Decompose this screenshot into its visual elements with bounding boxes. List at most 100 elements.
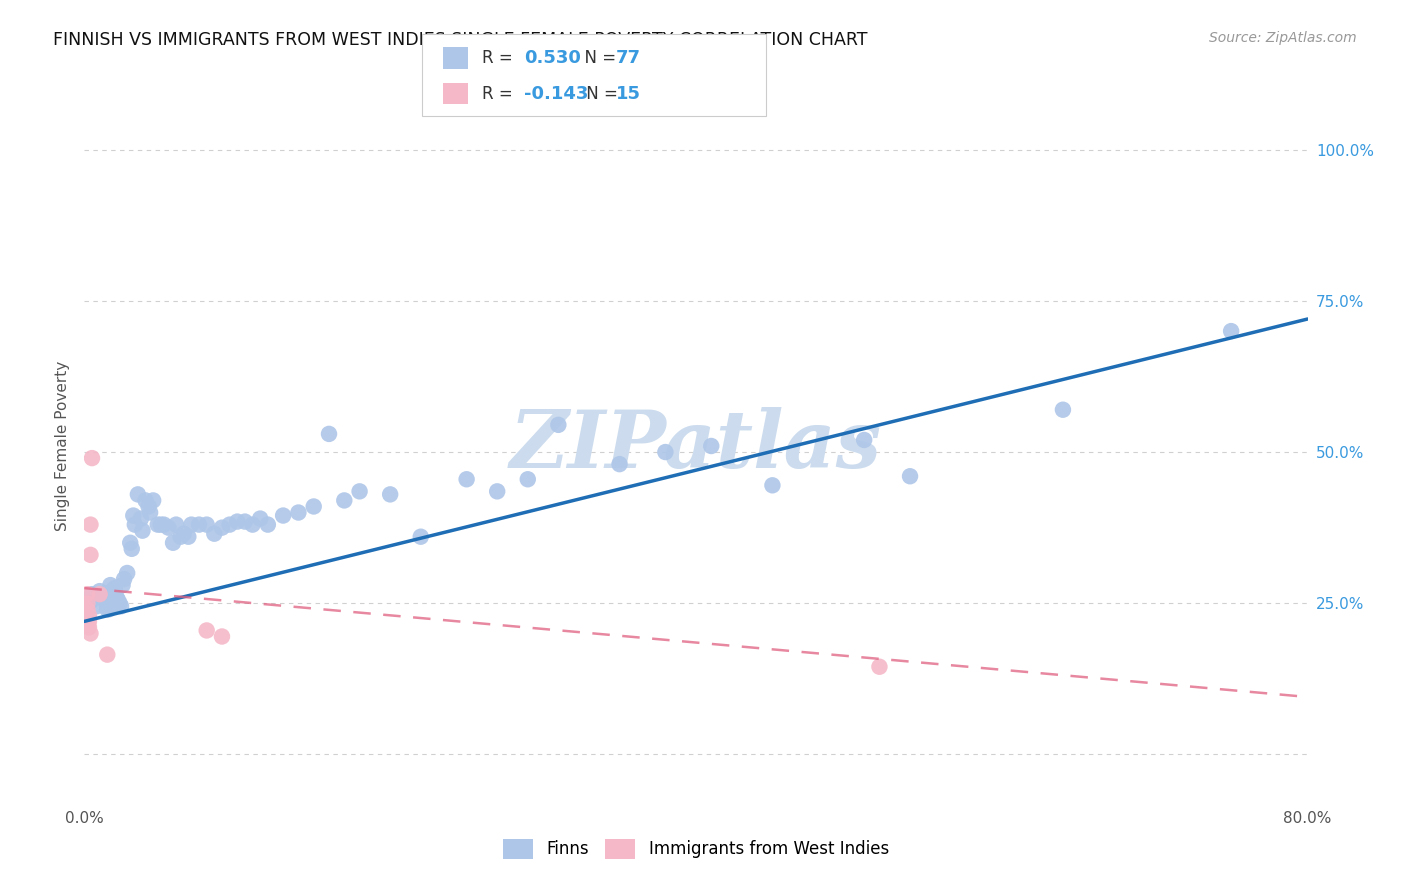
Point [139,506,162,520]
Point [129,511,152,525]
Point [170,530,193,544]
Point [79,548,101,562]
Point [869,659,891,673]
Point [79,517,101,532]
Point [195,624,218,638]
Point [89,590,111,604]
Point [89,584,111,599]
Point [96,602,118,616]
Point [242,517,264,532]
Text: ZIPatlas: ZIPatlas [510,408,882,484]
Point [107,593,129,607]
Point [135,493,157,508]
Point [609,457,631,471]
Point [349,484,371,499]
Point [105,590,128,604]
Point [97,602,120,616]
Point [318,426,340,441]
Point [104,581,127,595]
Point [700,439,723,453]
Point [101,584,124,599]
Point [138,500,160,514]
Text: R =: R = [482,49,519,67]
Point [77,615,100,629]
Point [91,587,114,601]
Point [104,587,127,601]
Text: R =: R = [482,85,519,103]
Point [122,508,145,523]
Point [121,541,143,556]
Point [211,521,233,535]
Point [93,590,115,604]
Point [110,599,132,614]
Point [96,648,118,662]
Text: 0.530: 0.530 [524,49,581,67]
Text: Source: ZipAtlas.com: Source: ZipAtlas.com [1209,31,1357,45]
Point [76,587,98,601]
Point [124,517,146,532]
Point [486,484,509,499]
Point [127,487,149,501]
Point [104,584,127,599]
Point [112,572,135,586]
Point [333,493,356,508]
Text: FINNISH VS IMMIGRANTS FROM WEST INDIES SINGLE FEMALE POVERTY CORRELATION CHART: FINNISH VS IMMIGRANTS FROM WEST INDIES S… [53,31,868,49]
Point [218,517,240,532]
Legend: Finns, Immigrants from West Indies: Finns, Immigrants from West Indies [496,832,896,866]
Point [456,472,478,486]
Point [409,530,432,544]
Text: N =: N = [574,49,621,67]
Point [120,535,142,549]
Point [153,517,176,532]
Point [80,451,103,466]
Point [86,599,108,614]
Point [80,587,103,601]
Point [108,596,131,610]
Point [101,587,124,601]
Text: 15: 15 [616,85,641,103]
Point [195,517,218,532]
Point [1220,324,1243,338]
Point [287,506,309,520]
Point [853,433,876,447]
Point [76,596,98,610]
Point [898,469,921,483]
Point [211,630,233,644]
Point [162,535,184,549]
Point [77,608,100,623]
Point [302,500,325,514]
Point [761,478,783,492]
Point [177,530,200,544]
Point [103,590,125,604]
Point [146,517,169,532]
Point [654,445,676,459]
Point [115,566,138,580]
Text: 77: 77 [616,49,641,67]
Point [89,587,111,601]
Point [76,602,98,616]
Text: -0.143: -0.143 [524,85,589,103]
Point [111,578,134,592]
Point [96,596,118,610]
Point [380,487,402,501]
Point [249,511,271,525]
Point [80,593,103,607]
Point [257,517,280,532]
Point [173,526,195,541]
Point [149,517,172,532]
Point [516,472,538,486]
Point [547,417,569,432]
Point [226,515,249,529]
Point [1052,402,1074,417]
Point [142,493,165,508]
Point [165,517,187,532]
Point [180,517,202,532]
Point [271,508,294,523]
Point [96,599,118,614]
Point [157,521,180,535]
Y-axis label: Single Female Poverty: Single Female Poverty [55,361,70,531]
Point [202,526,225,541]
Point [94,593,117,607]
Text: N =: N = [581,85,623,103]
Point [98,578,121,592]
